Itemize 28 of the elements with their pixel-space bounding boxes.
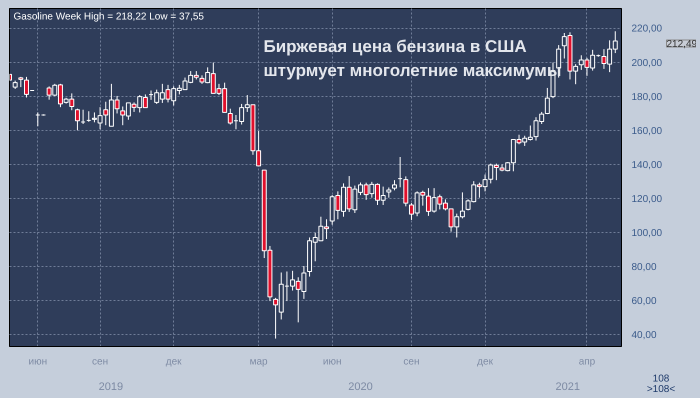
- y-tick-label: 80,00: [632, 262, 657, 273]
- y-tick-label: 100,00: [632, 228, 663, 239]
- text: 2019: [98, 381, 124, 394]
- text: 108: [652, 373, 670, 384]
- x-tick-label: сен: [403, 356, 420, 368]
- y-tick-label: 200,00: [632, 58, 663, 69]
- x-tick-label: июн: [28, 356, 48, 368]
- x-tick-label: дек: [477, 356, 494, 368]
- y-tick-label: 160,00: [632, 126, 663, 137]
- x-tick-label: дек: [166, 356, 182, 368]
- candlestick: [403, 176, 408, 207]
- x-tick-label: апр: [578, 356, 596, 368]
- x-tick-label: мар: [250, 356, 268, 368]
- y-tick-label: 180,00: [632, 92, 663, 103]
- y-tick-label: 40,00: [632, 330, 657, 341]
- y-tick-label: 60,00: [632, 296, 657, 307]
- text: 2020: [348, 381, 373, 394]
- text: 2021: [555, 381, 580, 394]
- candlestick: [392, 180, 397, 191]
- candlestick: [74, 108, 80, 131]
- text: >108<: [646, 384, 676, 395]
- x-tick-label: сен: [92, 356, 108, 368]
- x-tick-label: июн: [322, 356, 342, 368]
- y-tick-label: 140,00: [632, 160, 663, 171]
- y-tick-label: 220,00: [632, 24, 663, 35]
- chart-title: Gasoline Week High = 218,22 Low = 37,55: [14, 12, 204, 22]
- y-tick-label: 120,00: [632, 194, 663, 205]
- candlestick: [386, 186, 392, 198]
